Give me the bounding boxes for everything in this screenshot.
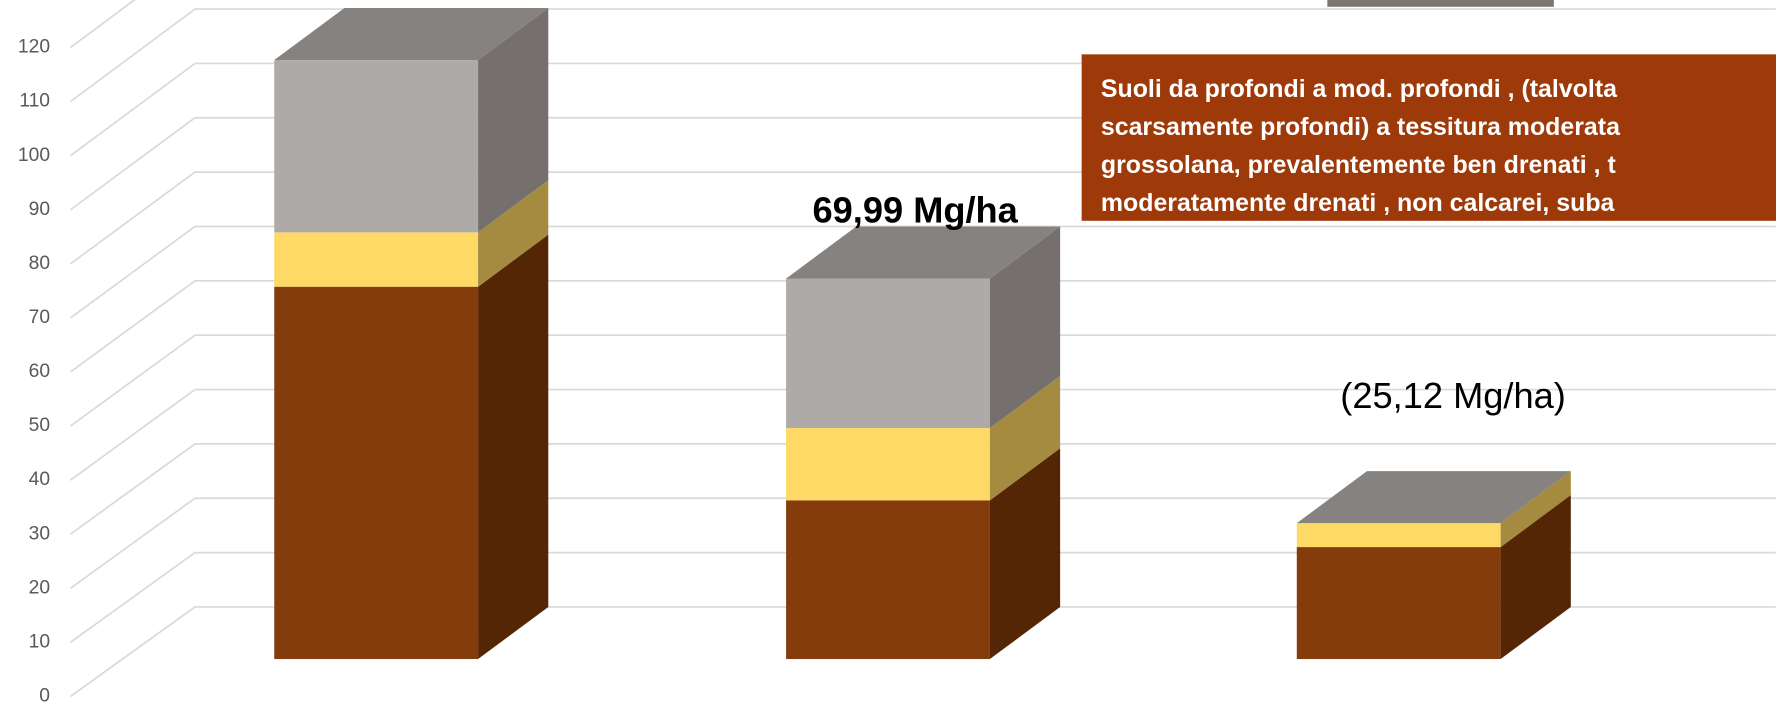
y-tick-label: 120 [18,37,50,58]
note-line: scarsamente profondi) a tessitura modera… [1101,113,1621,141]
y-tick-label: 0 [39,685,50,706]
y-tick-label: 110 [19,91,50,112]
bar-segment [786,500,990,659]
bar-segment [274,60,478,232]
y-tick-label: 100 [18,145,50,166]
note-line: Suoli da profondi a mod. profondi , (tal… [1101,75,1618,103]
annotation: (25,12 Mg/ha) [1340,375,1565,416]
bar-segment [274,232,478,286]
y-tick-label: 90 [29,199,50,220]
note-line: moderatamente drenati , non calcarei, su… [1101,189,1616,217]
bar-segment [1297,523,1501,547]
y-tick-label: 50 [29,415,50,436]
y-tick-label: 70 [29,307,50,328]
note-line: grossolana, prevalentemente ben drenati … [1101,151,1616,179]
y-tick-label: 40 [29,469,50,490]
y-tick-label: 80 [29,253,50,274]
bar-segment [786,279,990,428]
bar-segment [1297,547,1501,659]
bar-segment [274,287,478,659]
bar-side [478,235,548,659]
y-tick-label: 10 [29,631,50,652]
y-tick-label: 20 [29,577,50,598]
page: 0 10 20 30 40 50 60 70 80 90 100 110 120 Suoli da pr… [0,0,1776,710]
annotation: 69,99 Mg/ha [813,189,1019,230]
photo-fragment [1327,0,1553,7]
y-tick-label: 30 [29,523,50,544]
chart: 0 10 20 30 40 50 60 70 80 90 100 110 120 Suoli da pr… [0,0,1776,710]
y-tick-label: 60 [29,361,50,382]
bar-segment [786,428,990,500]
